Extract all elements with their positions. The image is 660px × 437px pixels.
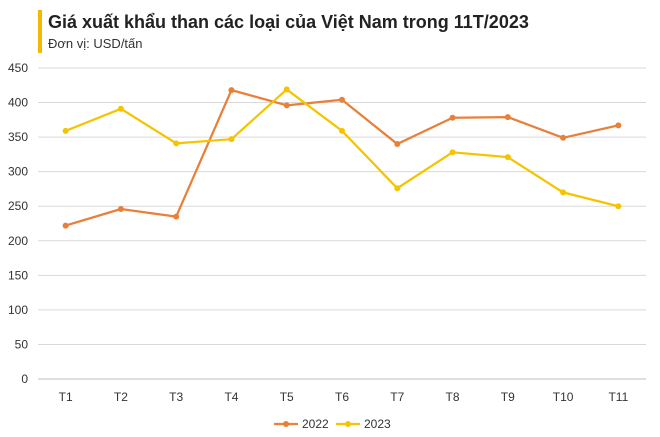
y-tick-label: 100	[8, 303, 28, 317]
y-tick-label: 0	[21, 372, 28, 386]
data-point-2022-T11	[615, 122, 622, 129]
gridlines	[38, 67, 646, 380]
x-tick-label: T1	[59, 390, 73, 404]
y-tick-label: 250	[8, 199, 28, 213]
y-tick-label: 350	[8, 130, 28, 144]
series-line-2022	[64, 88, 620, 227]
y-tick-label: 450	[8, 61, 28, 75]
x-tick-label: T3	[169, 390, 183, 404]
data-point-2022-T10	[560, 134, 567, 141]
y-tick-label: 50	[15, 337, 29, 351]
data-point-2023-T3	[173, 140, 180, 147]
x-axis-ticks: T1 T2 T3 T4 T5 T6 T7 T8 T9 T10 T11	[59, 390, 629, 404]
data-point-2023-T8	[449, 149, 456, 156]
legend: 2022 2023	[274, 417, 391, 431]
x-tick-label: T2	[114, 390, 128, 404]
y-tick-label: 400	[8, 96, 28, 110]
data-point-2022-T4	[228, 87, 235, 94]
data-point-2023-T6	[339, 127, 345, 134]
data-point-2023-T7	[394, 185, 401, 192]
data-point-2023-T9	[504, 154, 511, 161]
x-tick-label: T9	[501, 390, 515, 404]
data-point-2023-T2	[117, 105, 124, 112]
x-tick-label: T10	[553, 390, 574, 404]
series-group	[62, 86, 622, 229]
x-tick-label: T11	[608, 390, 628, 404]
data-point-2023-T4	[228, 136, 235, 143]
legend-marker-2023	[345, 421, 351, 427]
y-tick-label: 300	[8, 165, 28, 179]
y-tick-label: 150	[8, 268, 28, 282]
legend-marker-2022	[283, 421, 289, 427]
data-point-2023-T10	[560, 189, 567, 196]
chart-subtitle: Đơn vị: USD/tấn	[48, 36, 143, 51]
chart-title: Giá xuất khẩu than các loại của Việt Nam…	[48, 12, 529, 32]
data-point-2022-T1	[62, 222, 69, 229]
data-point-2022-T9	[504, 114, 511, 121]
legend-label-2022: 2022	[302, 417, 329, 431]
data-point-2022-T2	[117, 205, 124, 212]
x-tick-label: T8	[446, 390, 460, 404]
x-tick-label: T5	[280, 390, 294, 404]
data-point-2022-T8	[449, 114, 456, 121]
x-tick-label: T4	[224, 390, 238, 404]
legend-label-2023: 2023	[364, 417, 391, 431]
series-line-2023	[64, 88, 620, 208]
data-point-2023-T5	[283, 86, 290, 93]
data-point-2022-T6	[339, 96, 345, 103]
y-axis-ticks: 0 50 100 150 200 250 300 350 400 450	[8, 61, 28, 386]
chart-title-block: Giá xuất khẩu than các loại của Việt Nam…	[38, 10, 529, 53]
y-tick-label: 200	[8, 234, 28, 248]
data-point-2022-T3	[173, 213, 180, 220]
data-point-2023-T11	[615, 203, 622, 210]
x-tick-label: T7	[390, 390, 404, 404]
data-point-2022-T7	[394, 141, 401, 148]
data-point-2023-T1	[62, 127, 69, 134]
data-point-2022-T5	[283, 102, 290, 109]
x-tick-label: T6	[335, 390, 349, 404]
